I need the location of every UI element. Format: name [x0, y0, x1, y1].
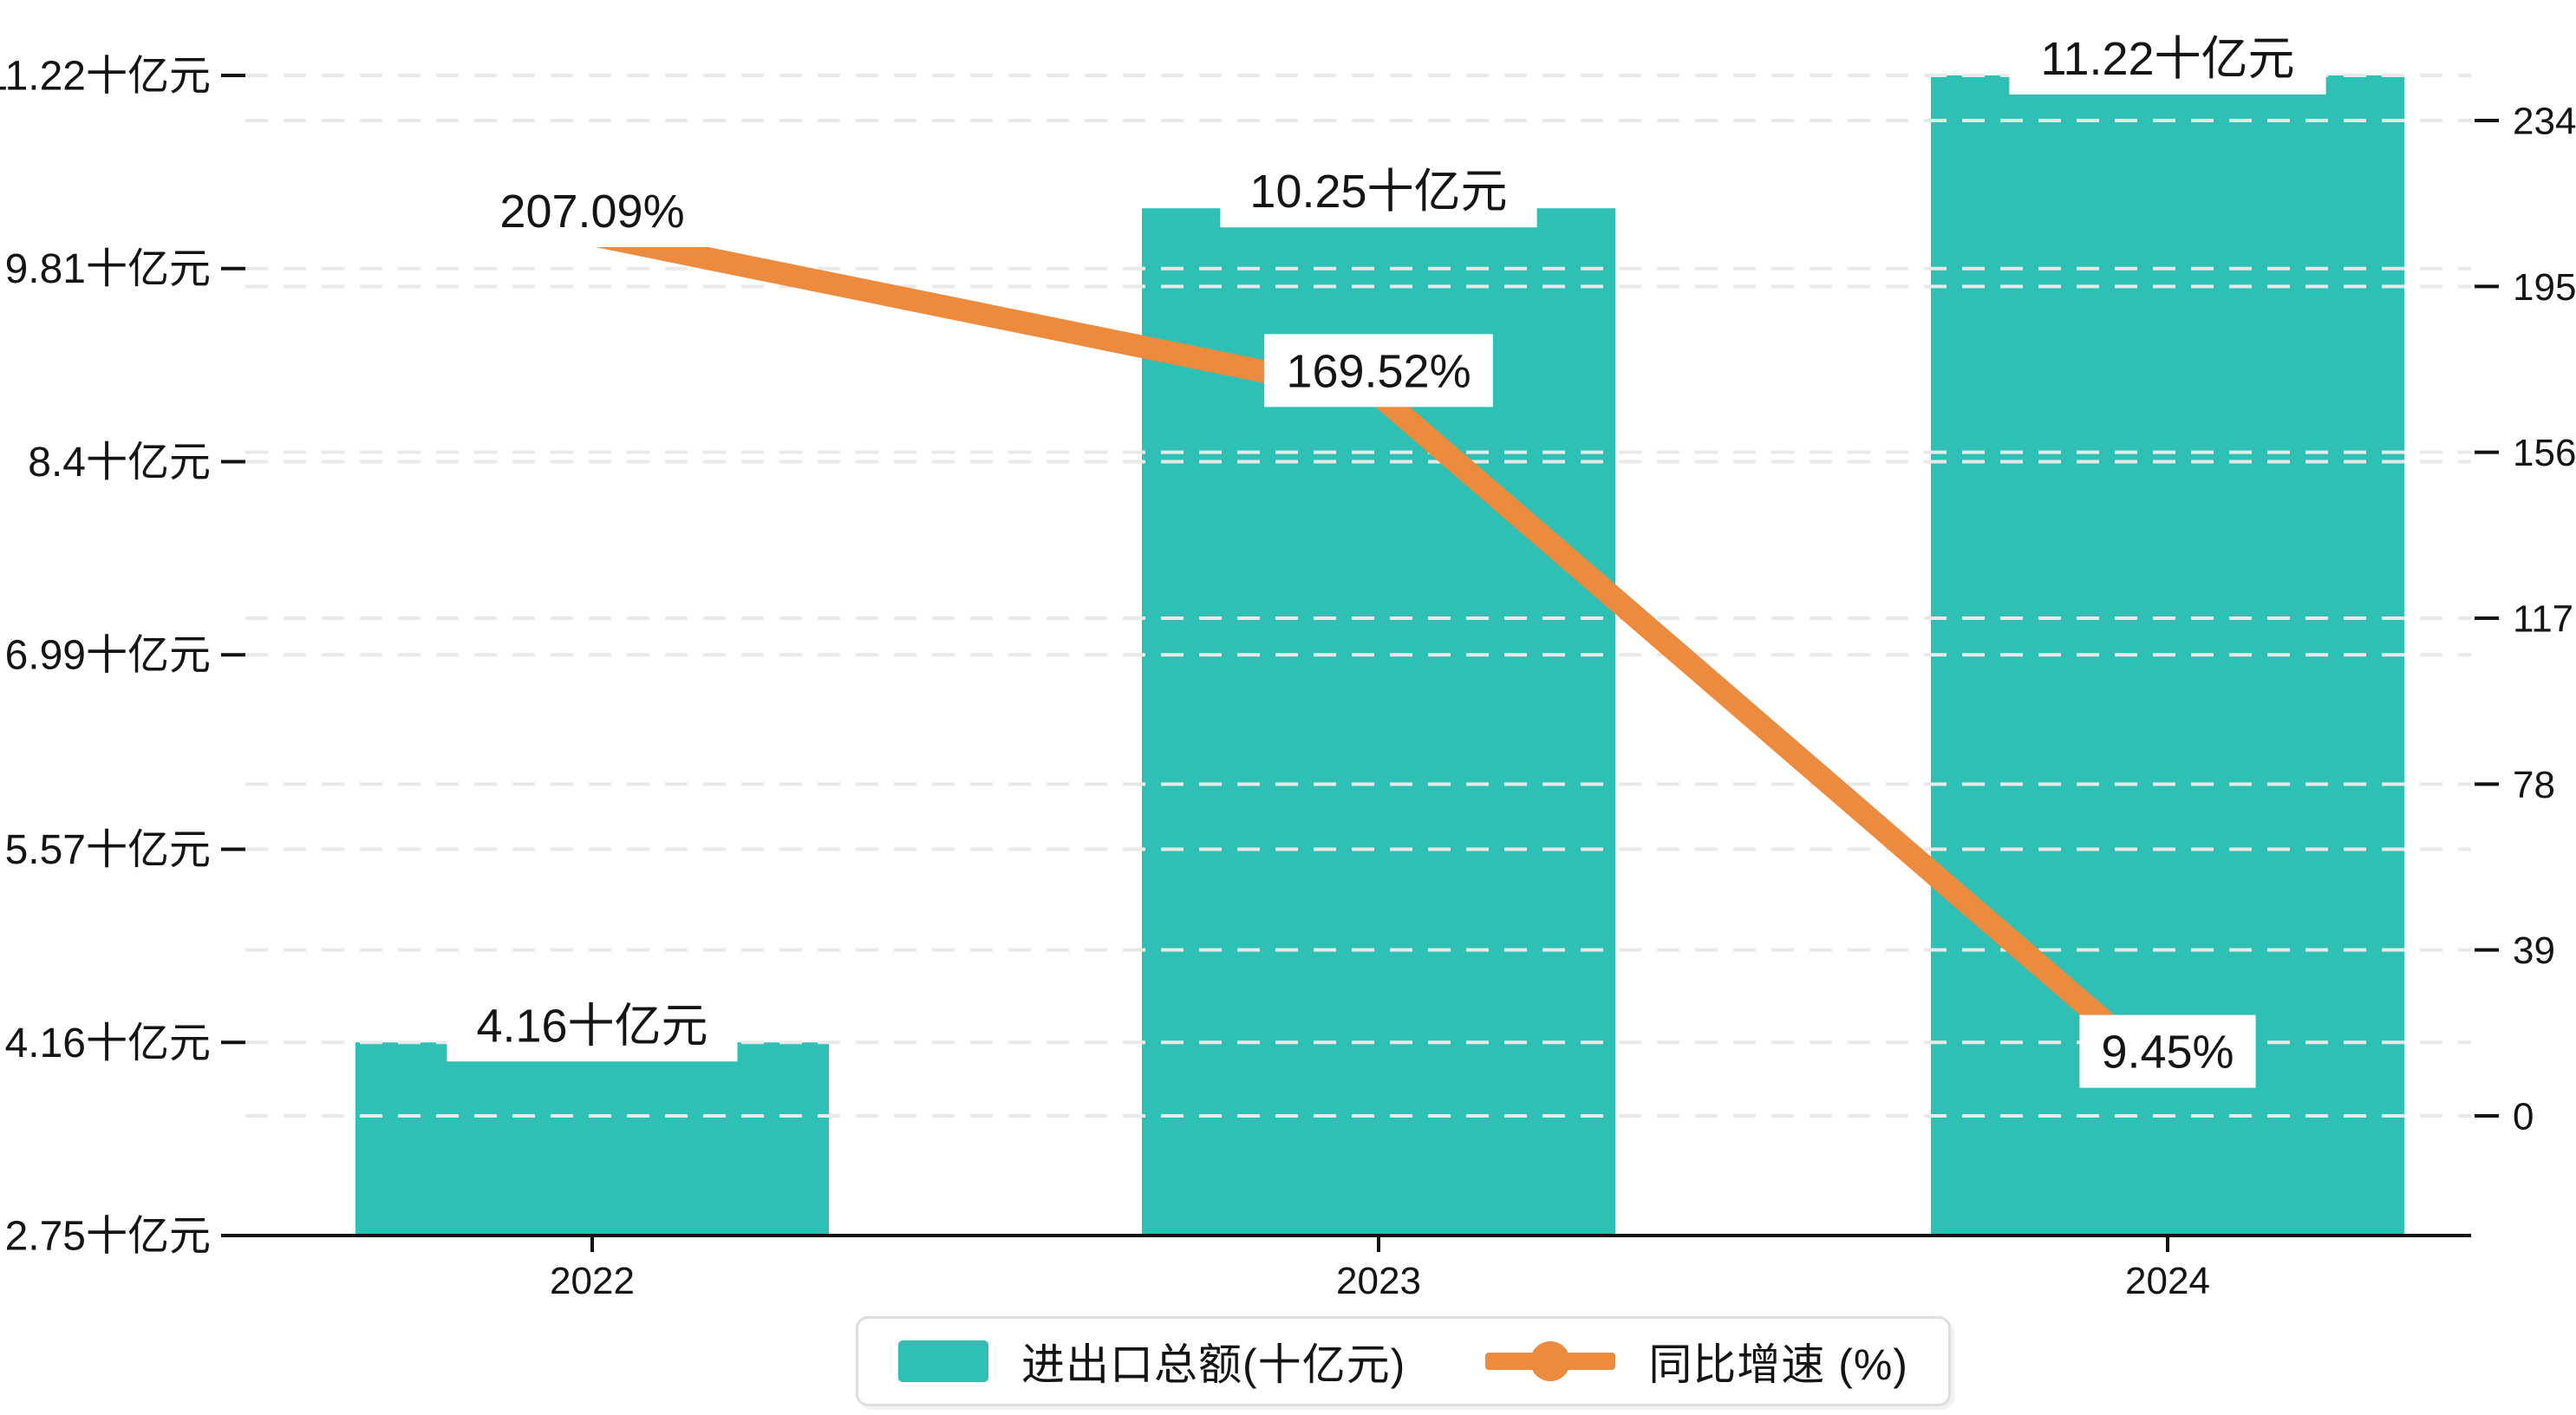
legend-item-line-series[interactable]: 同比增速 (%) [1485, 1330, 1908, 1392]
line-value-label-2022: 207.09% [499, 186, 684, 238]
left-axis-group: 11.22十亿元 9.81十亿元 8.4十亿元 6.99十亿元 5.57十亿元 4.16十… [0, 54, 245, 1260]
x-axis-group: 2022 2023 2024 [245, 1234, 2471, 1302]
bar-value-label-2023: 10.25十亿元 [1249, 166, 1507, 218]
bar-series-legend-label: 进出口总额(十亿元) [1021, 1340, 1406, 1389]
left-axis-tick-label: 2.75十亿元 [5, 1214, 211, 1260]
left-axis-tick-label: 9.81十亿元 [5, 246, 211, 292]
legend: 进出口总额(十亿元) 同比增速 (%) [856, 1316, 1951, 1406]
bar-value-labels-group: 4.16十亿元 10.25十亿元 11.22十亿元 [447, 22, 2326, 1062]
right-axis-tick-label: 117 [2513, 598, 2573, 641]
x-axis-label-2022: 2022 [550, 1260, 635, 1302]
bar-value-label-2022: 4.16十亿元 [476, 1000, 708, 1052]
x-axis-label-2023: 2023 [1336, 1260, 1421, 1302]
x-axis-label-2024: 2024 [2125, 1260, 2210, 1302]
right-axis-tick-label: 234 [2513, 101, 2576, 143]
line-value-labels-group: 207.09% 169.52% 9.45% [478, 174, 2256, 1088]
bar-value-label-2023-background [1220, 154, 1537, 228]
line-value-label-2022-background [478, 174, 707, 248]
bar-value-label-2024-background [2009, 22, 2326, 95]
bar-value-label-2022-background [447, 988, 738, 1062]
line-series-legend-label: 同比增速 (%) [1648, 1340, 1908, 1389]
bar-value-label-2024: 11.22十亿元 [2040, 33, 2294, 85]
line-series-marker-icon [1485, 1340, 1616, 1383]
line-value-label-2024: 9.45% [2101, 1027, 2234, 1079]
left-axis-tick-label: 11.22十亿元 [0, 54, 211, 100]
left-axis-tick-label: 8.4十亿元 [28, 440, 211, 486]
left-axis-tick-label: 4.16十亿元 [5, 1020, 211, 1066]
right-axis-tick-label: 156 [2513, 432, 2576, 474]
right-axis-tick-label: 0 [2513, 1096, 2534, 1138]
right-axis-tick-label: 39 [2513, 929, 2555, 972]
bar-series-swatch-icon [898, 1340, 988, 1382]
line-value-label-2023: 169.52% [1286, 345, 1471, 397]
right-axis-tick-label: 195 [2513, 266, 2576, 309]
legend-item-bar-series[interactable]: 进出口总额(十亿元) [898, 1330, 1405, 1392]
left-axis-tick-label: 6.99十亿元 [5, 633, 211, 679]
left-axis-tick-label: 5.57十亿元 [5, 827, 211, 873]
right-axis-tick-label: 78 [2513, 764, 2555, 806]
line-value-label-2023-background [1264, 334, 1493, 408]
right-axis-group: 234 195 156 117 78 39 0 [2475, 101, 2576, 1138]
line-value-label-2024-background [2079, 1014, 2256, 1088]
gridlines-group [245, 74, 2471, 1118]
bar-2022[interactable] [355, 1042, 829, 1236]
